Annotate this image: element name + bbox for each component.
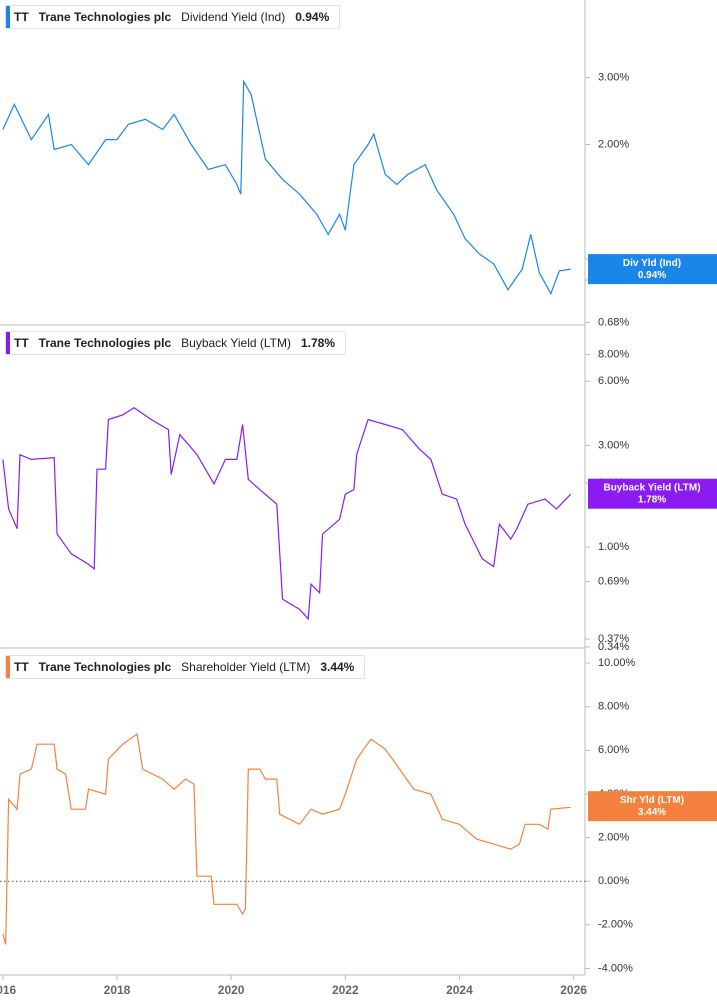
x-tick-label: 2026 — [560, 983, 587, 997]
y-tick-label: 3.00% — [598, 71, 629, 83]
badge-value: 3.44% — [638, 807, 666, 818]
metric: Buyback Yield (LTM) — [181, 336, 291, 350]
y-tick-label: 0.00% — [598, 875, 629, 887]
data-line — [2, 79, 571, 296]
company: Trane Technologies plc — [38, 10, 172, 24]
ticker: TT — [14, 660, 29, 674]
data-line — [2, 406, 572, 621]
x-tick-label: 2020 — [218, 983, 245, 997]
legend-header: TT Trane Technologies plc Buyback Yield (L… — [5, 331, 347, 355]
y-tick-label: 6.00% — [598, 744, 629, 756]
ticker: TT — [14, 10, 29, 24]
data-line — [2, 733, 571, 945]
metric: Shareholder Yield (LTM) — [181, 660, 311, 674]
y-tick-label: 8.00% — [598, 701, 629, 713]
company: Trane Technologies plc — [38, 336, 172, 350]
badge-label: Shr Yld (LTM) — [620, 795, 684, 806]
y-tick-label: 0.69% — [598, 575, 629, 587]
header-value: 0.94% — [295, 10, 330, 24]
x-tick-label: 2022 — [332, 983, 359, 997]
ticker: TT — [14, 336, 29, 350]
x-tick-label: 2018 — [104, 983, 131, 997]
legend-color — [6, 656, 10, 678]
badge-label: Div Yld (Ind) — [623, 258, 681, 269]
y-tick-label: 2.00% — [598, 138, 629, 150]
y-tick-label: 8.00% — [598, 349, 629, 361]
y-tick-label: -4.00% — [598, 962, 633, 974]
last-value-badge — [588, 478, 717, 509]
y-tick-label: 0.68% — [598, 316, 629, 328]
y-tick-label: 10.00% — [598, 657, 636, 669]
y-tick-label: 0.34% — [598, 641, 629, 653]
y-tick-label: 6.00% — [598, 375, 629, 387]
panel: 3.00%2.00%1.00%0.88%0.68%Div Yld (Ind)0.… — [0, 71, 717, 328]
badge-value: 0.94% — [638, 270, 666, 281]
y-tick-label: 3.00% — [598, 439, 629, 451]
header-value: 3.44% — [320, 660, 355, 674]
x-tick-label: 2016 — [0, 983, 17, 997]
badge-label: Buyback Yield (LTM) — [603, 482, 700, 493]
panel: 8.00%6.00%3.00%2.00%1.00%0.69%0.37%0.34%… — [0, 349, 717, 653]
panel: 10.00%8.00%6.00%4.00%2.00%0.00%-2.00%-4.… — [0, 657, 717, 997]
legend-color — [6, 332, 10, 354]
y-tick-label: -2.00% — [598, 919, 633, 931]
legend-color — [6, 6, 10, 28]
last-value-badge — [588, 254, 717, 285]
badge-value: 1.78% — [638, 494, 666, 505]
legend-header: TT Trane Technologies plc Dividend Yield (… — [5, 5, 341, 29]
metric: Dividend Yield (Ind) — [181, 10, 286, 24]
header-value: 1.78% — [300, 336, 336, 350]
y-tick-label: 2.00% — [598, 831, 629, 843]
y-tick-label: 0.37% — [598, 633, 629, 645]
y-tick-label: 1.00% — [598, 541, 629, 553]
last-value-badge — [588, 791, 717, 822]
x-tick-label: 2024 — [446, 983, 473, 997]
company: Trane Technologies plc — [38, 660, 172, 674]
legend-header: TT Trane Technologies plc Shareholder Yiel… — [5, 655, 366, 679]
